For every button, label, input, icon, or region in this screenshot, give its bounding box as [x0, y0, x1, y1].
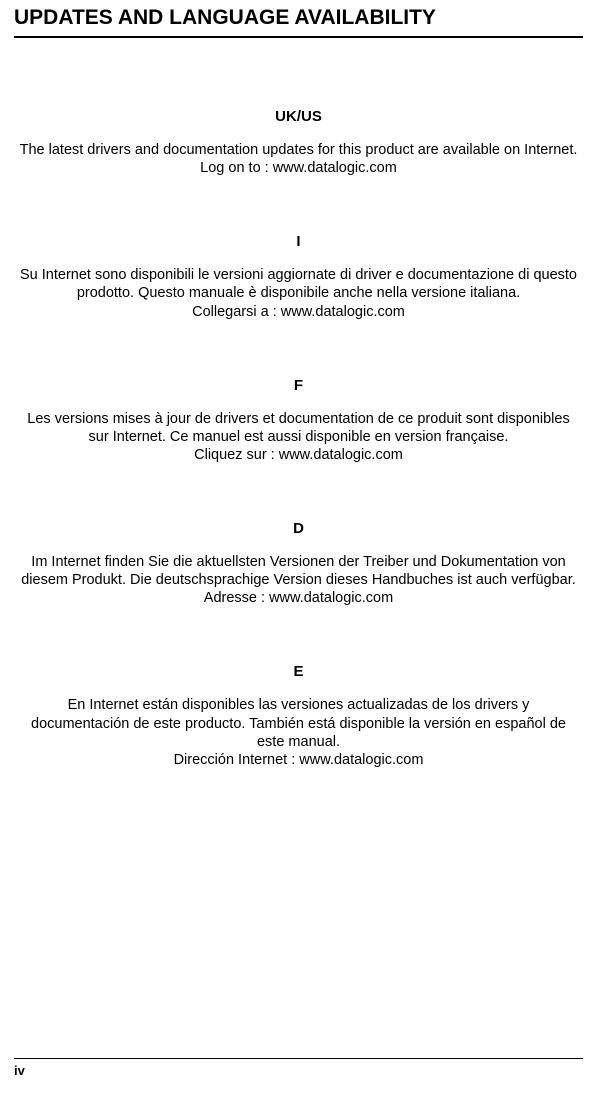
section-text: En Internet están disponibles las versio…: [31, 697, 566, 749]
footer-rule: [14, 1058, 583, 1059]
page-footer: iv: [14, 1058, 583, 1078]
section-action: Adresse : www.datalogic.com: [204, 590, 393, 606]
section-text: The latest drivers and documentation upd…: [20, 142, 578, 158]
page-title: UPDATES AND LANGUAGE AVAILABILITY: [0, 0, 597, 36]
section-text: Les versions mises à jour de drivers et …: [27, 411, 569, 445]
language-section: F Les versions mises à jour de drivers e…: [9, 377, 589, 464]
lang-code: I: [9, 233, 589, 250]
section-body: Su Internet sono disponibili le versioni…: [19, 266, 579, 320]
lang-code: UK/US: [9, 108, 589, 125]
lang-code: D: [9, 520, 589, 537]
page-number: iv: [14, 1063, 583, 1078]
section-text: Su Internet sono disponibili le versioni…: [20, 267, 577, 301]
content-area: UK/US The latest drivers and documentati…: [9, 38, 589, 769]
document-page: UPDATES AND LANGUAGE AVAILABILITY UK/US …: [0, 0, 597, 1096]
lang-code: E: [9, 663, 589, 680]
section-body: Les versions mises à jour de drivers et …: [19, 410, 579, 464]
section-body: The latest drivers and documentation upd…: [19, 141, 579, 177]
section-action: Dirección Internet : www.datalogic.com: [174, 752, 424, 768]
section-action: Log on to : www.datalogic.com: [200, 160, 397, 176]
language-section: D Im Internet finden Sie die aktuellsten…: [9, 520, 589, 607]
language-section: E En Internet están disponibles las vers…: [9, 663, 589, 769]
section-body: Im Internet finden Sie die aktuellsten V…: [19, 553, 579, 607]
language-section: UK/US The latest drivers and documentati…: [9, 108, 589, 177]
section-text: Im Internet finden Sie die aktuellsten V…: [21, 554, 576, 588]
section-action: Collegarsi a : www.datalogic.com: [192, 304, 405, 320]
section-action: Cliquez sur : www.datalogic.com: [194, 447, 403, 463]
language-section: I Su Internet sono disponibili le versio…: [9, 233, 589, 320]
section-body: En Internet están disponibles las versio…: [19, 696, 579, 769]
lang-code: F: [9, 377, 589, 394]
